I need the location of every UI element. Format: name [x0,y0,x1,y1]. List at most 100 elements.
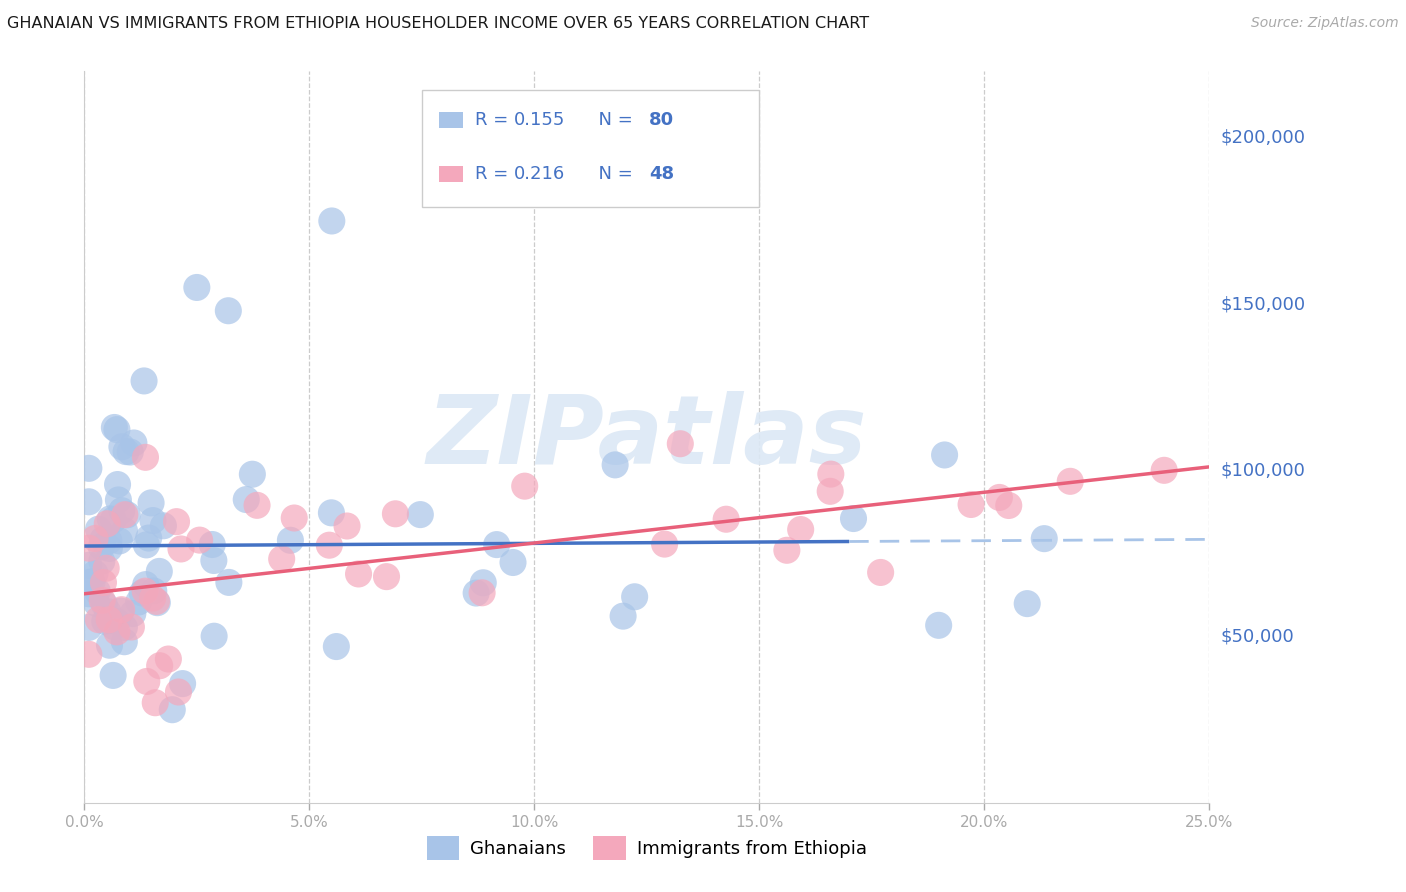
Point [217,303,239,318]
Point [93,575,115,590]
Point [105,624,128,639]
Text: $150,000: $150,000 [1220,295,1305,313]
Text: 0.155: 0.155 [515,112,565,129]
Point [97,605,120,619]
Point [472,575,495,590]
Point [149,658,172,673]
Point [110,604,132,618]
Point [218,575,240,590]
Legend: Ghanaians, Immigrants from Ethiopia: Ghanaians, Immigrants from Ethiopia [420,830,873,867]
Point [122,436,145,450]
Point [502,556,524,570]
Point [132,374,155,388]
Point [201,537,224,551]
Point [139,496,162,510]
Point [138,531,160,545]
Point [80,574,103,589]
Point [79,575,101,590]
Point [90,540,112,554]
Point [280,533,302,548]
Point [87,613,110,627]
Point [166,515,188,529]
Point [142,591,165,605]
Point [612,609,634,624]
Point [117,508,139,522]
Point [240,467,263,482]
Point [103,513,125,527]
Point [84,532,107,546]
Point [96,516,118,531]
Point [235,492,257,507]
Point [107,492,129,507]
Point [135,674,157,689]
Point [928,618,950,632]
Text: ZIPatlas: ZIPatlas [426,391,868,483]
Point [103,420,125,434]
Point [988,491,1011,505]
Point [105,615,128,629]
Point [321,214,343,228]
Point [1017,597,1039,611]
Point [77,558,100,573]
Point [101,668,124,682]
Point [121,607,143,621]
Point [77,620,100,634]
Point [202,629,225,643]
Point [347,566,370,581]
Text: Source: ZipAtlas.com: Source: ZipAtlas.com [1251,16,1399,30]
Point [93,615,115,629]
Point [246,499,269,513]
Point [157,652,180,666]
Point [112,620,135,634]
Bar [439,166,464,182]
Point [869,566,891,580]
Point [934,448,956,462]
Point [146,596,169,610]
Text: $100,000: $100,000 [1220,461,1305,479]
Point [325,640,347,654]
Point [283,511,305,525]
Point [134,450,156,465]
Point [91,533,114,547]
Point [409,508,432,522]
Point [87,522,110,536]
Point [98,541,121,556]
Point [997,499,1019,513]
Point [108,533,131,548]
Point [112,634,135,648]
Point [135,577,157,591]
Point [93,597,115,611]
Point [172,676,194,690]
Point [107,477,129,491]
Point [111,503,134,517]
Point [105,423,128,437]
Point [103,620,125,634]
Point [86,584,108,599]
Point [90,554,112,568]
Point [114,508,136,522]
Bar [439,112,464,128]
Point [77,587,100,601]
Point [77,495,100,509]
Point [86,597,108,611]
Point [1033,532,1056,546]
Point [384,507,406,521]
Point [818,484,841,499]
Point [128,595,150,609]
Point [186,280,208,294]
Text: N =: N = [588,112,638,129]
Text: 0.216: 0.216 [515,165,565,183]
Point [98,638,121,652]
Point [131,586,153,600]
Point [485,538,508,552]
Point [84,566,107,581]
Text: $50,000: $50,000 [1220,628,1294,646]
Point [188,533,211,548]
Point [91,593,114,607]
Point [170,541,193,556]
Point [714,512,737,526]
Text: GHANAIAN VS IMMIGRANTS FROM ETHIOPIA HOUSEHOLDER INCOME OVER 65 YEARS CORRELATIO: GHANAIAN VS IMMIGRANTS FROM ETHIOPIA HOU… [7,16,869,31]
Point [202,553,225,567]
Point [776,543,799,558]
Point [162,703,184,717]
